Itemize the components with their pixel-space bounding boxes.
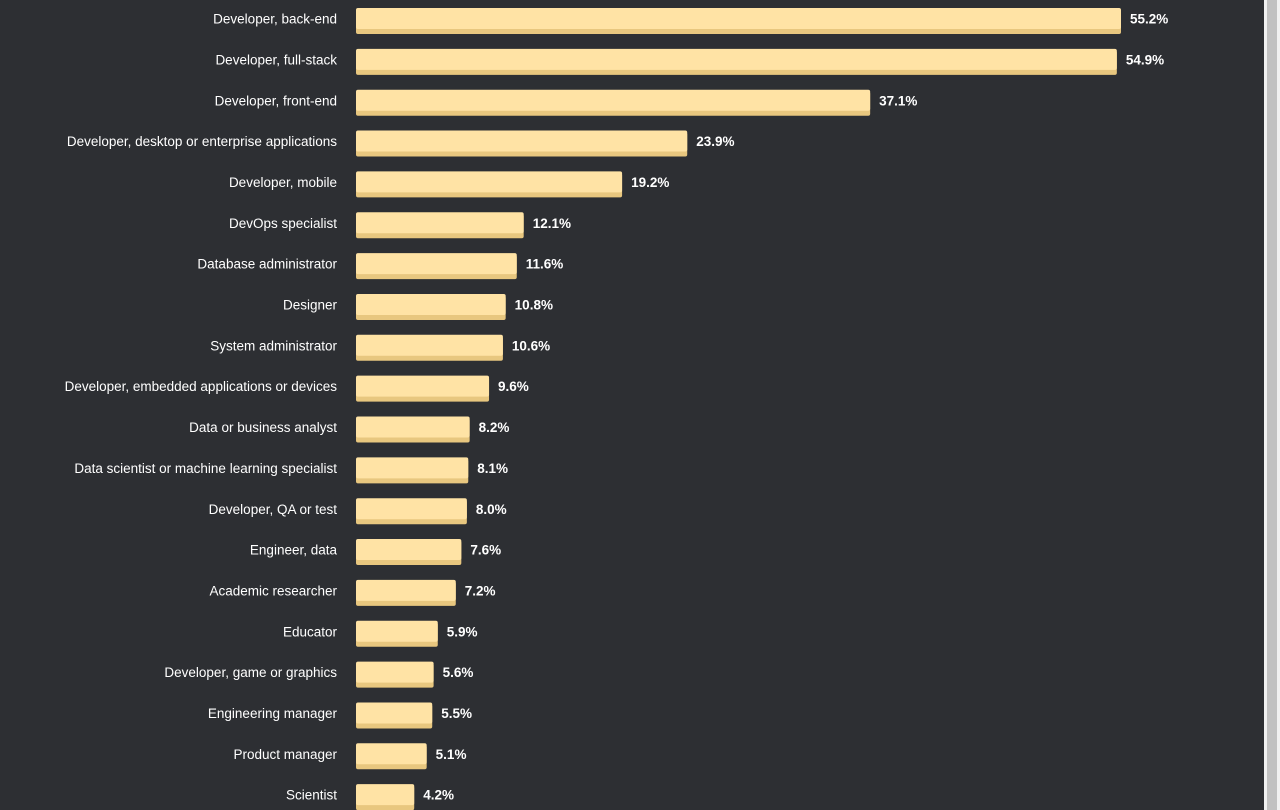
value-label: 55.2% [1130, 12, 1168, 27]
category-label: Developer, front-end [215, 93, 337, 108]
bar-row: Developer, back-end 55.2% [213, 8, 1168, 34]
bar-row: Data or business analyst 8.2% [189, 416, 510, 443]
bar [356, 171, 623, 193]
bar-row: DevOps specialist 12.1% [229, 212, 571, 239]
value-label: 8.2% [479, 420, 510, 435]
bar-row: Developer, desktop or enterprise applica… [67, 130, 735, 157]
category-label: Developer, back-end [213, 12, 337, 27]
value-label: 11.6% [526, 257, 564, 272]
bar [356, 457, 469, 479]
value-label: 8.0% [476, 502, 507, 517]
bar-row: Engineering manager 5.5% [208, 702, 472, 729]
bar [356, 48, 1117, 70]
bar [356, 498, 467, 520]
bar-row: Developer, full-stack 54.9% [215, 48, 1164, 75]
bar [356, 130, 688, 152]
value-label: 7.2% [465, 583, 496, 598]
bars-group: Developer, back-end 55.2% Developer, full-… [65, 8, 1168, 810]
bar [356, 743, 427, 765]
vertical-scrollbar-thumb[interactable] [1267, 0, 1277, 810]
category-label: Educator [283, 624, 338, 639]
bar [356, 620, 438, 642]
value-label: 8.1% [477, 461, 508, 476]
category-label: Developer, desktop or enterprise applica… [67, 134, 337, 149]
category-label: Engineer, data [250, 543, 338, 558]
category-label: Developer, game or graphics [164, 665, 337, 680]
bar-row: Developer, mobile 19.2% [229, 171, 669, 198]
bar-row: Developer, front-end 37.1% [215, 89, 917, 116]
value-label: 12.1% [533, 216, 571, 231]
category-label: DevOps specialist [229, 216, 337, 231]
bar [356, 8, 1121, 29]
bar-row: Academic researcher 7.2% [209, 579, 496, 606]
bar [356, 702, 433, 724]
bar [356, 212, 524, 234]
bar [356, 661, 434, 683]
category-label: Engineering manager [208, 706, 338, 721]
category-label: Data scientist or machine learning speci… [74, 461, 337, 476]
value-label: 4.2% [423, 788, 454, 803]
bar-row: System administrator 10.6% [210, 334, 550, 361]
category-label: Scientist [286, 788, 337, 803]
category-label: Academic researcher [209, 583, 337, 598]
value-label: 37.1% [879, 93, 917, 108]
bar-row: Database administrator 11.6% [197, 253, 564, 280]
bar-row: Scientist 4.2% [286, 784, 454, 810]
category-label: Developer, mobile [229, 175, 337, 190]
category-label: Developer, QA or test [209, 502, 338, 517]
bar-row: Developer, game or graphics 5.6% [164, 661, 474, 688]
value-label: 5.5% [441, 706, 472, 721]
bar [356, 89, 871, 111]
category-label: Data or business analyst [189, 420, 337, 435]
bar [356, 416, 470, 438]
category-label: Database administrator [197, 257, 337, 272]
bar [356, 253, 517, 275]
bar [356, 784, 415, 806]
bar [356, 334, 503, 356]
value-label: 10.8% [515, 298, 553, 313]
bar-row: Engineer, data 7.6% [250, 539, 501, 566]
vertical-scrollbar-track[interactable] [1264, 0, 1280, 810]
value-label: 23.9% [696, 134, 734, 149]
bar-row: Data scientist or machine learning speci… [74, 457, 508, 484]
bar [356, 539, 462, 561]
category-label: System administrator [210, 338, 337, 353]
bar-row: Designer 10.8% [283, 293, 553, 320]
bar-row: Developer, QA or test 8.0% [209, 498, 507, 525]
bar-row: Product manager 5.1% [233, 743, 467, 770]
value-label: 5.9% [447, 624, 478, 639]
bar-row: Educator 5.9% [283, 620, 478, 647]
value-label: 19.2% [631, 175, 669, 190]
bar [356, 579, 456, 601]
value-label: 5.6% [443, 665, 474, 680]
bar [356, 293, 506, 315]
value-label: 5.1% [436, 747, 467, 762]
category-label: Product manager [233, 747, 337, 762]
category-label: Developer, full-stack [215, 52, 337, 67]
value-label: 54.9% [1126, 52, 1164, 67]
value-label: 7.6% [470, 543, 501, 558]
value-label: 10.6% [512, 338, 550, 353]
bar [356, 375, 490, 397]
bar-row: Developer, embedded applications or devi… [65, 375, 529, 402]
category-label: Designer [283, 298, 338, 313]
value-label: 9.6% [498, 379, 529, 394]
category-label: Developer, embedded applications or devi… [65, 379, 338, 394]
